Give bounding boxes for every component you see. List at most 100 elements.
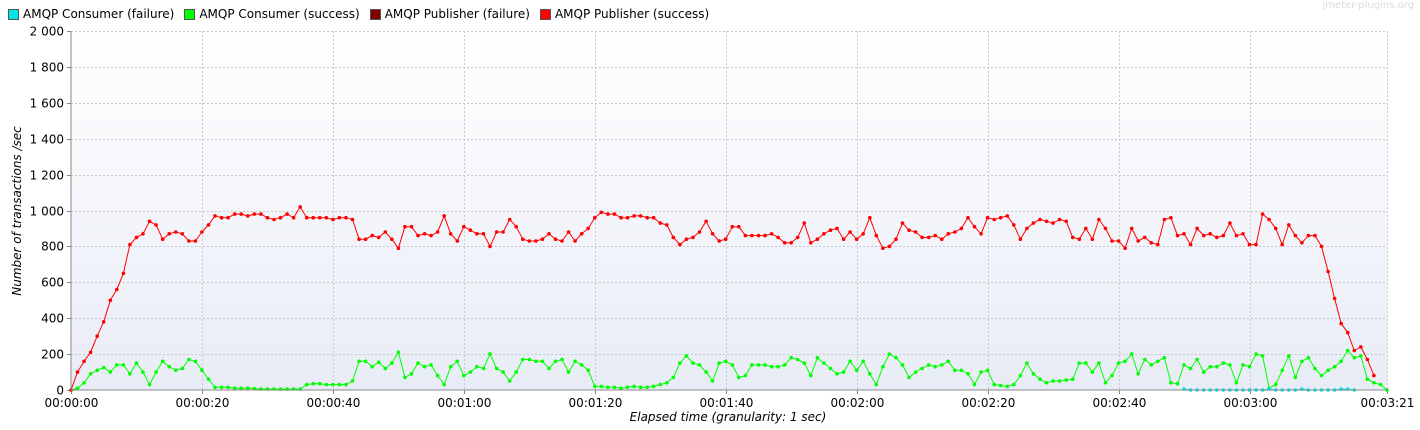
data-point	[579, 232, 584, 236]
data-point	[134, 361, 139, 365]
data-point	[1051, 379, 1055, 383]
y-tick-label: 200	[41, 348, 64, 362]
data-point	[357, 359, 361, 364]
data-point	[822, 232, 826, 236]
data-point	[638, 214, 643, 218]
data-point	[566, 230, 571, 234]
data-point	[737, 375, 741, 380]
data-point	[101, 320, 106, 324]
data-point	[1149, 363, 1154, 367]
data-point	[1345, 348, 1350, 353]
data-point	[370, 233, 375, 238]
data-point	[763, 363, 767, 367]
data-point	[318, 381, 322, 386]
data-point	[514, 370, 518, 374]
data-point	[160, 237, 165, 241]
data-point	[586, 226, 590, 231]
data-point	[121, 271, 126, 276]
data-point	[174, 230, 178, 234]
data-point	[606, 385, 610, 390]
data-point	[887, 244, 892, 249]
data-point	[75, 386, 80, 391]
data-point	[1267, 217, 1271, 222]
data-point	[743, 373, 748, 378]
data-point	[1195, 357, 1199, 362]
data-point	[141, 232, 145, 236]
x-tick-label: 00:03:21	[1361, 396, 1415, 410]
data-point	[1090, 370, 1095, 374]
data-point	[619, 386, 623, 391]
data-point	[940, 363, 944, 367]
data-point	[311, 215, 316, 220]
data-point	[507, 217, 512, 222]
data-point	[246, 214, 250, 218]
data-point	[795, 235, 800, 240]
data-point	[383, 366, 388, 371]
data-point	[593, 215, 597, 220]
data-point	[933, 364, 937, 369]
data-point	[101, 365, 106, 370]
data-point	[678, 242, 682, 247]
data-point	[540, 237, 545, 241]
data-point	[894, 237, 898, 241]
data-point	[239, 212, 243, 216]
data-point	[776, 364, 780, 369]
data-point	[573, 359, 577, 364]
data-point	[782, 241, 787, 245]
data-point	[455, 359, 460, 364]
data-point	[756, 363, 761, 367]
data-point	[1228, 221, 1232, 225]
data-point	[422, 232, 427, 236]
data-point	[684, 354, 689, 358]
data-point	[1097, 217, 1101, 222]
data-point	[1031, 221, 1036, 225]
y-tick-label: 1 600	[30, 97, 64, 111]
data-point	[861, 232, 865, 236]
data-point	[147, 219, 152, 224]
data-point	[1228, 363, 1232, 367]
data-point	[324, 382, 329, 387]
data-point	[1234, 233, 1239, 238]
x-tick-label: 00:03:00	[1224, 396, 1278, 410]
data-point	[566, 370, 571, 374]
data-point	[645, 215, 649, 220]
x-tick-label: 00:02:40	[1093, 396, 1147, 410]
y-tick-label: 600	[41, 276, 64, 290]
data-point	[115, 287, 119, 292]
data-point	[1070, 235, 1075, 240]
data-point	[540, 359, 545, 364]
data-point	[1273, 226, 1278, 231]
data-point	[1188, 366, 1193, 371]
legend: AMQP Consumer (failure) AMQP Consumer (s…	[8, 6, 709, 22]
data-point	[1300, 359, 1304, 364]
data-point	[337, 382, 342, 387]
data-point	[324, 215, 329, 220]
data-point	[743, 233, 748, 238]
data-point	[475, 364, 479, 369]
data-point	[187, 357, 191, 362]
data-point	[1332, 296, 1337, 301]
data-point	[854, 237, 859, 241]
data-point	[560, 239, 564, 243]
data-point	[1129, 352, 1134, 356]
x-tick-label: 00:02:00	[831, 396, 885, 410]
data-point	[625, 385, 630, 390]
data-point	[848, 359, 852, 364]
data-point	[1031, 372, 1036, 376]
data-point	[907, 375, 911, 380]
data-point	[200, 230, 204, 234]
plot-area	[71, 31, 1387, 390]
data-point	[874, 382, 879, 387]
data-point	[121, 363, 126, 367]
data-point	[697, 230, 702, 234]
data-point	[913, 230, 918, 234]
data-point	[455, 239, 460, 243]
legend-label: AMQP Consumer (failure)	[23, 7, 175, 21]
data-point	[625, 215, 630, 220]
legend-label: AMQP Publisher (success)	[554, 7, 710, 21]
data-point	[769, 364, 774, 369]
data-point	[1260, 354, 1265, 358]
data-point	[383, 230, 388, 234]
data-point	[1156, 359, 1160, 364]
data-point	[1319, 244, 1324, 249]
